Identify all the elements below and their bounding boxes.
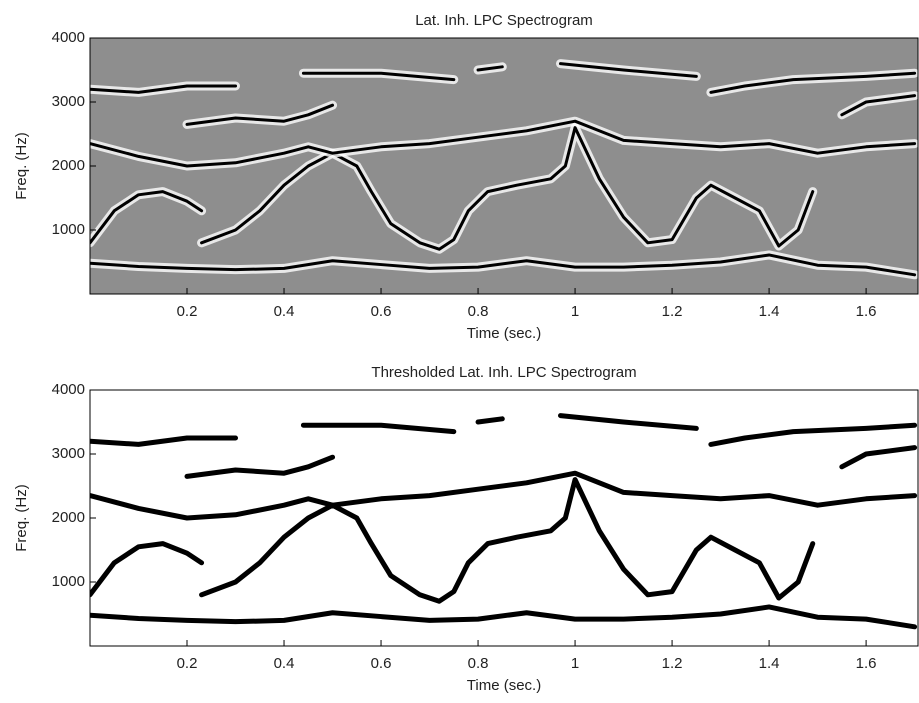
y-tick-label: 4000 (52, 29, 85, 46)
x-tick-label: 0.4 (274, 303, 295, 320)
formant-track (90, 604, 918, 630)
formant-track (90, 84, 238, 94)
x-tick-label: 0.4 (274, 655, 295, 672)
x-axis-label: Time (sec.) (467, 325, 541, 342)
y-tick-label: 4000 (52, 381, 85, 398)
y-tick-label: 1000 (52, 573, 85, 590)
y-tick-label: 3000 (52, 93, 85, 110)
x-tick-label: 1.6 (856, 303, 877, 320)
formant-track (200, 126, 815, 251)
y-tick-label: 2000 (52, 509, 85, 526)
y-tick-label: 3000 (52, 445, 85, 462)
formant-track (90, 435, 239, 447)
formant-track (90, 119, 917, 168)
x-axis-label: Time (sec.) (467, 677, 541, 694)
formant-track (184, 454, 336, 479)
x-tick-label: 0.8 (468, 655, 489, 672)
y-tick-label: 2000 (52, 157, 85, 174)
formant-track (185, 103, 335, 126)
formant-track (90, 190, 204, 245)
x-tick-label: 1 (571, 303, 579, 320)
x-tick-label: 0.2 (177, 303, 198, 320)
x-tick-label: 1.2 (662, 655, 683, 672)
x-tick-label: 0.6 (371, 303, 392, 320)
x-tick-label: 1 (571, 655, 579, 672)
x-tick-label: 1.2 (662, 303, 683, 320)
formant-track (709, 71, 917, 94)
formant-track (558, 413, 699, 431)
formant-track (839, 445, 918, 470)
x-tick-label: 1.4 (759, 655, 780, 672)
x-tick-label: 0.8 (468, 303, 489, 320)
formant-track (301, 71, 456, 82)
chart-title: Lat. Inh. LPC Spectrogram (415, 12, 593, 29)
x-tick-label: 0.2 (177, 655, 198, 672)
formant-track (475, 416, 505, 425)
y-axis-label: Freq. (Hz) (13, 484, 30, 552)
formant-track (559, 62, 698, 78)
chart-title: Thresholded Lat. Inh. LPC Spectrogram (371, 364, 636, 381)
formant-track (840, 94, 917, 117)
y-axis-label: Freq. (Hz) (13, 132, 30, 200)
formant-track (476, 65, 504, 72)
formant-track (199, 477, 816, 604)
formant-track (300, 422, 457, 435)
formant-track (90, 470, 918, 521)
x-tick-label: 0.6 (371, 655, 392, 672)
formant-track (708, 422, 918, 447)
y-tick-label: 1000 (52, 221, 85, 238)
formant-track (90, 253, 917, 277)
formant-track (90, 541, 205, 598)
x-tick-label: 1.4 (759, 303, 780, 320)
x-tick-label: 1.6 (856, 655, 877, 672)
